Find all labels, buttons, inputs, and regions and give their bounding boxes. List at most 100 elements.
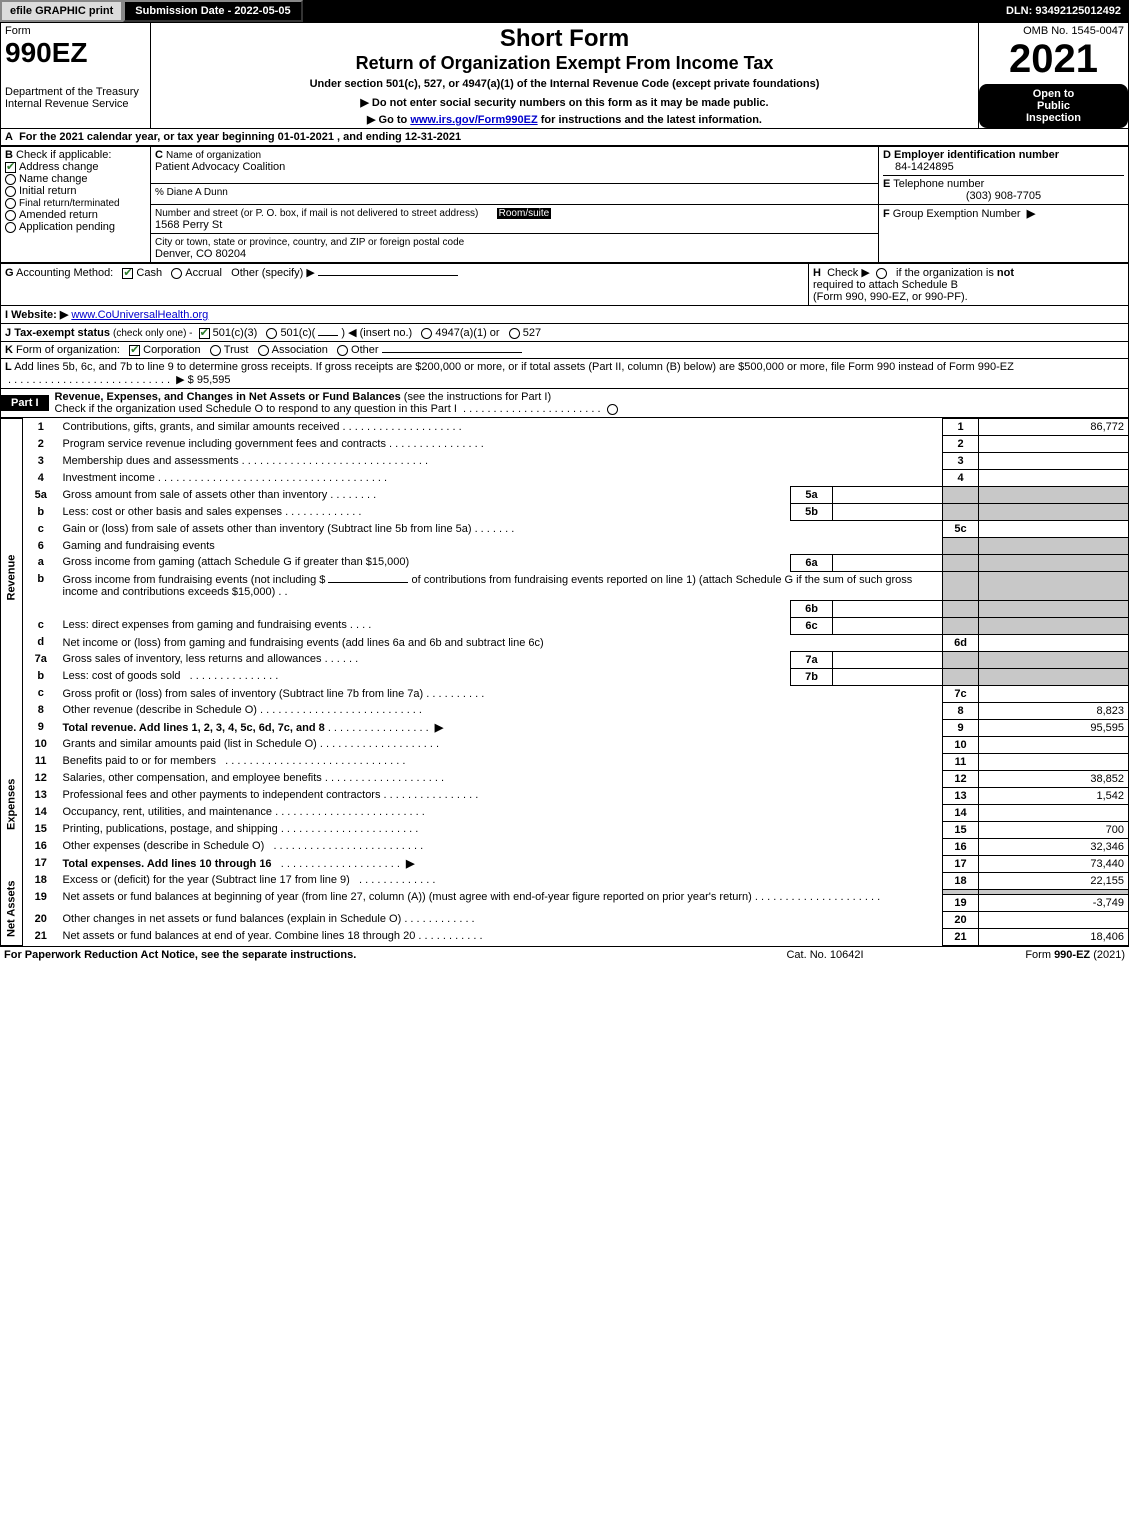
opt-501c-open: 501(c)( [280,327,315,339]
letter-h: H [813,267,821,279]
check-501c[interactable] [266,328,277,339]
shade-7b-2 [979,668,1129,685]
check-other-org[interactable] [337,345,348,356]
letter-k: K [5,344,13,356]
check-application-pending[interactable] [5,222,16,233]
check-4947a1[interactable] [421,328,432,339]
letter-d: D [883,149,891,161]
letter-l: L [5,361,12,373]
row-6b-mid: 6b [1,600,1129,617]
row-9: 9 Total revenue. Add lines 1, 2, 3, 4, 5… [1,719,1129,736]
desc-2: Program service revenue including govern… [63,438,386,450]
care-of: % Diane A Dunn [155,187,228,198]
rn-13: 13 [943,787,979,804]
shade-7b-1 [943,668,979,685]
letter-f: F [883,208,890,220]
check-h-not-required[interactable] [876,268,887,279]
desc-5b: Less: cost or other basis and sales expe… [63,506,283,518]
check-association[interactable] [258,345,269,356]
desc-6d: Net income or (loss) from gaming and fun… [63,637,544,649]
l-amount: 95,595 [197,374,231,386]
row-6: 6 Gaming and fundraising events [1,538,1129,555]
num-17: 17 [23,855,59,872]
desc-6: Gaming and fundraising events [63,540,215,552]
desc-17: Total expenses. Add lines 10 through 16 [63,858,272,870]
open-to-public-badge: Open to Public Inspection [979,84,1128,128]
warn-goto: ▶ Go to www.irs.gov/Form990EZ for instru… [155,113,974,126]
num-8: 8 [23,702,59,719]
side-revenue: Revenue [1,419,23,737]
shade-5a-2 [979,487,1129,504]
check-schedule-o-part-i[interactable] [607,404,618,415]
check-final-return[interactable] [5,198,16,209]
open-line2: Public [1037,100,1070,112]
midamt-5b [833,504,943,521]
shade-6c-2 [979,617,1129,634]
warn-ssn: ▶ Do not enter social security numbers o… [155,96,974,109]
num-11: 11 [23,753,59,770]
form-word: Form [5,25,31,37]
opt-other-specify: Other (specify) ▶ [231,267,315,279]
midamt-6a [833,554,943,571]
j-label: Tax-exempt status [14,327,110,339]
amt-3 [979,453,1129,470]
h-check-text: Check ▶ [827,267,870,279]
check-cash[interactable] [122,268,133,279]
letter-a: A [5,131,13,143]
rn-10: 10 [943,736,979,753]
irs-link[interactable]: www.irs.gov/Form990EZ [410,114,537,126]
check-trust[interactable] [210,345,221,356]
shade-6a-1 [943,554,979,571]
amt-21: 18,406 [979,928,1129,945]
mid-7a: 7a [791,651,833,668]
check-501c3[interactable] [199,328,210,339]
row-6b: b Gross income from fundraising events (… [1,571,1129,600]
amt-6d [979,634,1129,651]
efile-print-button[interactable]: efile GRAPHIC print [0,0,123,22]
room-suite-label: Room/suite [497,208,552,219]
letter-c: C [155,149,163,161]
shade-6b-2 [979,571,1129,600]
num-5b: b [23,504,59,521]
section-c-city: City or town, state or province, country… [151,234,879,263]
desc-6a: Gross income from gaming (attach Schedul… [63,556,410,568]
check-address-change[interactable] [5,162,16,173]
row-1: Revenue 1 Contributions, gifts, grants, … [1,419,1129,436]
opt-final-return: Final return/terminated [19,198,120,209]
check-initial-return[interactable] [5,186,16,197]
num-15: 15 [23,821,59,838]
warn-goto-pre: ▶ Go to [367,114,410,126]
num-2: 2 [23,436,59,453]
opt-trust: Trust [224,344,249,356]
desc-21: Net assets or fund balances at end of ye… [63,930,416,942]
org-name: Patient Advocacy Coalition [155,161,285,173]
check-accrual[interactable] [171,268,182,279]
arrow-9: ▶ [435,722,443,734]
h-text2: if the organization is [896,267,997,279]
row-6c: c Less: direct expenses from gaming and … [1,617,1129,634]
amt-15: 700 [979,821,1129,838]
check-amended-return[interactable] [5,210,16,221]
num-6: 6 [23,538,59,555]
6b-blank-line [328,582,408,583]
row-10: Expenses 10 Grants and similar amounts p… [1,736,1129,753]
row-11: 11 Benefits paid to or for members . . .… [1,753,1129,770]
shade-6b-3 [943,600,979,617]
section-b: B Check if applicable: Address change Na… [1,147,151,263]
num-14: 14 [23,804,59,821]
check-corporation[interactable] [129,345,140,356]
part-i-badge: Part I [1,395,49,411]
row-5b: b Less: cost or other basis and sales ex… [1,504,1129,521]
arrow-17: ▶ [406,858,414,870]
check-name-change[interactable] [5,174,16,185]
website-link[interactable]: www.CoUniversalHealth.org [71,309,208,321]
line-j: J Tax-exempt status (check only one) - 5… [0,324,1129,342]
opt-association: Association [272,344,328,356]
j-hint: (check only one) - [113,328,192,339]
line-l: L Add lines 5b, 6c, and 7b to line 9 to … [0,359,1129,389]
desc-7b: Less: cost of goods sold [63,670,181,682]
check-527[interactable] [509,328,520,339]
rn-21: 21 [943,928,979,945]
num-6b: b [23,571,59,617]
rn-15: 15 [943,821,979,838]
